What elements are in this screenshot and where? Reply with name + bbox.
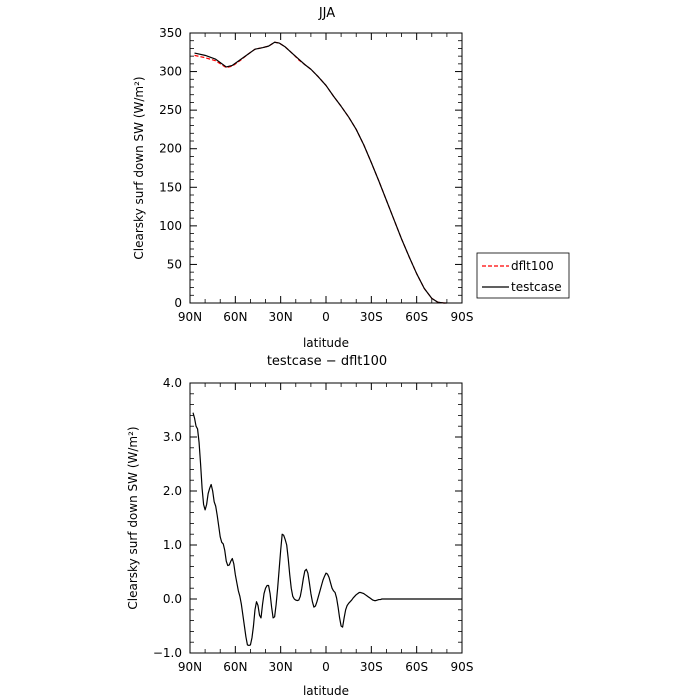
top-chart-xlabel: latitude xyxy=(303,336,349,350)
x-tick-label: 60N xyxy=(223,660,247,674)
x-tick-label: 90S xyxy=(451,660,474,674)
y-tick-label: 100 xyxy=(159,219,182,233)
x-tick-label: 0 xyxy=(322,310,330,324)
x-tick-label: 30N xyxy=(269,310,293,324)
bottom-chart: testcase − dflt100 90N 60N 30N 0 30S 60S 90S −… xyxy=(126,354,473,698)
y-tick-label: 1.0 xyxy=(163,538,182,552)
legend-label-dflt100: dflt100 xyxy=(511,259,554,273)
y-tick-label: 350 xyxy=(159,26,182,40)
series-line-series-0 xyxy=(192,412,462,647)
x-tick-label: 30S xyxy=(360,310,383,324)
x-tick-label: 30S xyxy=(360,660,383,674)
x-tick-label: 60N xyxy=(223,310,247,324)
y-tick-label: 150 xyxy=(159,180,182,194)
y-tick-label: 250 xyxy=(159,103,182,117)
y-tick-label: 200 xyxy=(159,142,182,156)
legend-label-testcase: testcase xyxy=(511,280,562,294)
x-tick-label: 90S xyxy=(451,310,474,324)
y-tick-label: 3.0 xyxy=(163,430,182,444)
legend-box xyxy=(476,252,570,299)
top-chart-ylabel: Clearsky surf down SW (W/m²) xyxy=(132,76,146,259)
top-plot-frame xyxy=(189,32,463,304)
bottom-chart-ylabel: Clearsky surf down SW (W/m²) xyxy=(126,426,140,609)
top-chart-legend: dflt100 testcase xyxy=(476,252,570,299)
bottom-chart-xlabel: latitude xyxy=(303,684,349,698)
y-tick-label: 0.0 xyxy=(163,592,182,606)
x-tick-label: 90N xyxy=(178,310,202,324)
y-tick-label: −1.0 xyxy=(153,646,182,660)
y-tick-label: 50 xyxy=(167,257,182,271)
series-line-testcase xyxy=(194,41,447,304)
y-tick-label: 300 xyxy=(159,65,182,79)
top-chart: JJA 90N 60N 30N 0 30S 60S 90S 0 50 100 150 200 250 3… xyxy=(132,6,570,350)
bottom-chart-title: testcase − dflt100 xyxy=(267,354,387,369)
top-chart-title: JJA xyxy=(318,6,335,21)
x-tick-label: 30N xyxy=(269,660,293,674)
bottom-plot-frame xyxy=(189,382,463,654)
y-tick-label: 2.0 xyxy=(163,484,182,498)
x-tick-label: 90N xyxy=(178,660,202,674)
y-tick-label: 4.0 xyxy=(163,376,182,390)
y-tick-label: 0 xyxy=(174,296,182,310)
x-tick-label: 60S xyxy=(405,660,428,674)
x-tick-label: 60S xyxy=(405,310,428,324)
x-tick-label: 0 xyxy=(322,660,330,674)
series-line-dflt100 xyxy=(194,41,447,304)
